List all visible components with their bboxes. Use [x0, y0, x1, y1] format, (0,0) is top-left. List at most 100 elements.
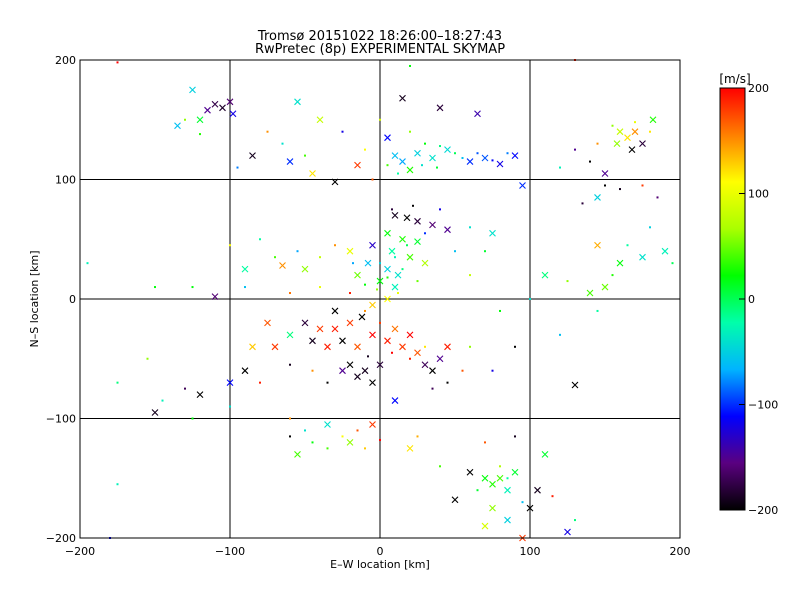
data-point-cross — [151, 409, 159, 416]
data-point-cross — [174, 122, 181, 130]
data-point-cross — [444, 146, 451, 154]
data-point-dot — [611, 124, 614, 127]
data-point-cross — [519, 182, 526, 189]
data-point-dot — [364, 283, 366, 286]
data-point-cross — [628, 146, 636, 154]
data-point-cross — [616, 259, 624, 267]
data-point-cross — [481, 474, 489, 482]
data-point-cross — [403, 214, 411, 222]
data-point-dot — [469, 226, 471, 229]
data-point-cross — [586, 289, 594, 297]
data-point-cross — [489, 504, 496, 512]
data-point-cross — [316, 325, 324, 333]
data-point-dot — [289, 292, 291, 295]
data-point-dot — [559, 333, 561, 336]
data-point-cross — [369, 421, 376, 428]
data-point-cross — [616, 128, 624, 136]
data-point-dot — [491, 369, 494, 372]
data-point-dot — [391, 208, 393, 211]
data-point-cross — [331, 178, 339, 186]
data-point-cross — [534, 486, 541, 494]
data-point-cross — [496, 474, 504, 482]
data-point-dot — [341, 435, 344, 438]
data-point-cross — [391, 152, 399, 159]
data-point-cross — [594, 194, 601, 201]
data-point-dot — [589, 160, 591, 163]
data-point-dot — [259, 381, 261, 384]
data-point-cross — [541, 450, 549, 458]
data-point-cross — [346, 361, 354, 369]
data-point-dot — [379, 118, 381, 121]
data-point-cross — [309, 170, 316, 177]
y-tick-label: 200 — [55, 54, 76, 67]
data-point-cross — [504, 486, 511, 494]
data-point-cross — [301, 265, 309, 273]
data-point-dot — [311, 441, 314, 444]
data-point-dot — [656, 196, 659, 199]
data-point-cross — [324, 343, 331, 351]
data-point-dot — [421, 164, 423, 167]
data-point-cross — [369, 331, 376, 339]
data-point-dot — [476, 489, 479, 492]
data-point-dot — [86, 262, 89, 265]
data-point-dot — [424, 142, 426, 145]
data-point-cross — [414, 238, 421, 246]
data-point-dot — [424, 345, 426, 348]
colorbar-tick-label: −200 — [748, 504, 778, 517]
data-point-cross — [399, 235, 406, 243]
data-point-dot — [521, 501, 524, 504]
data-point-dot — [199, 133, 201, 136]
data-point-cross — [451, 496, 459, 504]
data-point-cross — [414, 349, 421, 357]
data-point-cross — [394, 271, 402, 279]
data-point-cross — [384, 295, 391, 303]
data-point-dot — [341, 130, 344, 133]
data-point-dot — [409, 357, 411, 360]
data-point-dot — [559, 166, 561, 169]
data-point-cross — [219, 104, 226, 112]
data-point-cross — [264, 319, 271, 327]
data-point-cross — [406, 253, 414, 261]
data-point-dot — [446, 381, 449, 384]
data-point-cross — [384, 265, 391, 273]
data-point-cross — [358, 313, 366, 321]
data-point-cross — [316, 116, 324, 124]
x-ticks: −200 −100 0 100 200 — [65, 532, 691, 558]
data-point-dot — [326, 381, 329, 384]
data-point-cross — [406, 444, 414, 452]
data-point-cross — [354, 161, 361, 169]
data-point-dot — [439, 208, 441, 211]
data-point-cross — [391, 325, 399, 333]
data-point-dot — [364, 309, 366, 312]
data-point-cross — [474, 110, 481, 118]
data-point-cross — [436, 355, 444, 363]
data-point-cross — [369, 241, 376, 249]
data-point-cross — [399, 158, 406, 165]
x-tick-label: −200 — [65, 545, 95, 558]
data-point-cross — [613, 140, 621, 148]
data-point-dot — [626, 244, 629, 247]
data-point-dot — [574, 519, 576, 522]
data-point-dot — [461, 369, 464, 372]
data-point-dot — [379, 439, 381, 442]
data-point-dot — [604, 184, 606, 187]
data-point-cross — [301, 319, 309, 327]
y-ticks: −200 −100 0 100 200 — [46, 54, 86, 545]
data-point-dot — [319, 286, 321, 289]
data-point-cross — [466, 468, 474, 476]
data-point-dot — [376, 288, 378, 291]
data-point-dot — [334, 244, 336, 247]
data-point-cross — [466, 158, 474, 165]
data-point-cross — [279, 262, 286, 269]
data-point-cross — [294, 450, 301, 458]
data-point-dot — [311, 369, 314, 372]
data-point-dot — [611, 274, 614, 277]
data-point-dot — [454, 152, 456, 155]
data-point-cross — [346, 247, 354, 255]
data-point-dot — [184, 387, 186, 390]
data-point-cross — [421, 361, 429, 369]
data-point-dot — [161, 399, 164, 402]
data-point-dot — [274, 256, 276, 259]
data-point-dot — [326, 447, 329, 450]
data-point-cross — [481, 522, 489, 530]
